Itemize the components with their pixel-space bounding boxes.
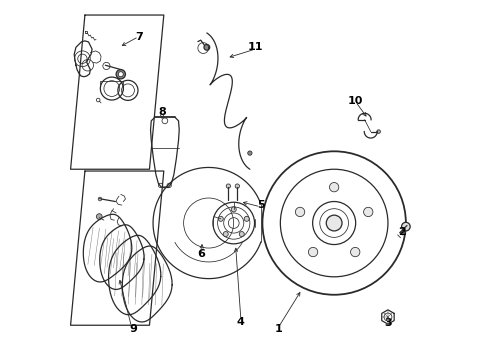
Circle shape [247, 151, 251, 155]
Circle shape [231, 207, 236, 212]
Circle shape [325, 215, 341, 231]
Circle shape [203, 44, 209, 50]
Circle shape [350, 247, 359, 257]
Text: 4: 4 [237, 317, 244, 327]
Circle shape [116, 69, 125, 79]
Text: 9: 9 [129, 324, 137, 334]
Text: 6: 6 [197, 248, 205, 258]
Circle shape [244, 216, 249, 221]
Text: 7: 7 [135, 32, 142, 41]
Circle shape [376, 130, 380, 134]
Text: 5: 5 [256, 200, 264, 210]
Circle shape [96, 214, 102, 220]
Circle shape [218, 216, 223, 221]
Text: 8: 8 [158, 107, 165, 117]
Circle shape [329, 183, 338, 192]
Text: 3: 3 [384, 319, 391, 328]
Text: 2: 2 [398, 227, 406, 237]
Text: 11: 11 [247, 42, 263, 52]
Circle shape [308, 247, 317, 257]
Circle shape [118, 72, 123, 77]
Circle shape [363, 207, 372, 217]
Circle shape [401, 222, 409, 231]
Circle shape [235, 184, 239, 188]
Circle shape [223, 231, 228, 237]
Text: 10: 10 [347, 96, 363, 106]
Text: 1: 1 [274, 324, 282, 334]
Circle shape [226, 184, 230, 188]
Circle shape [295, 207, 304, 217]
Circle shape [239, 231, 244, 237]
